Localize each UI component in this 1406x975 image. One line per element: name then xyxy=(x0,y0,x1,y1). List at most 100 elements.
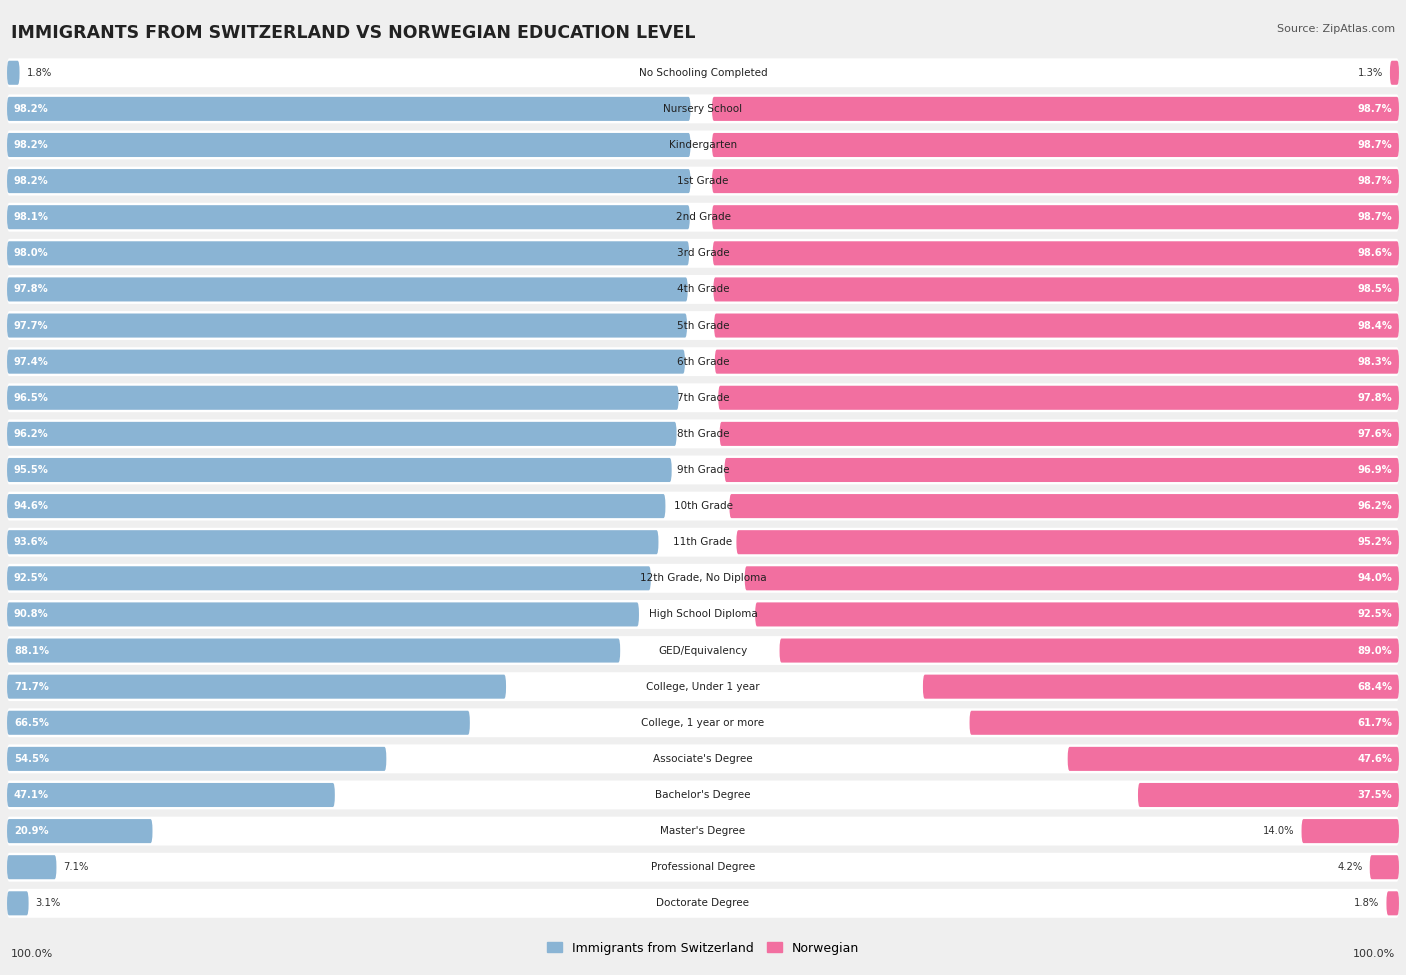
Text: 12th Grade, No Diploma: 12th Grade, No Diploma xyxy=(640,573,766,583)
FancyBboxPatch shape xyxy=(755,603,1399,627)
FancyBboxPatch shape xyxy=(7,708,1399,737)
FancyBboxPatch shape xyxy=(7,530,658,554)
Text: 93.6%: 93.6% xyxy=(14,537,49,547)
Text: 97.8%: 97.8% xyxy=(14,285,49,294)
FancyBboxPatch shape xyxy=(1067,747,1399,771)
Text: 98.0%: 98.0% xyxy=(14,249,49,258)
FancyBboxPatch shape xyxy=(970,711,1399,735)
Text: 95.2%: 95.2% xyxy=(1357,537,1392,547)
Text: 1.8%: 1.8% xyxy=(27,68,52,78)
FancyBboxPatch shape xyxy=(7,419,1399,448)
Text: 5th Grade: 5th Grade xyxy=(676,321,730,331)
FancyBboxPatch shape xyxy=(7,781,1399,809)
FancyBboxPatch shape xyxy=(711,97,1399,121)
Text: 98.7%: 98.7% xyxy=(1357,104,1392,114)
FancyBboxPatch shape xyxy=(7,494,665,518)
Text: 1.8%: 1.8% xyxy=(1354,898,1379,909)
Text: Bachelor's Degree: Bachelor's Degree xyxy=(655,790,751,799)
FancyBboxPatch shape xyxy=(7,891,28,916)
Text: Associate's Degree: Associate's Degree xyxy=(654,754,752,763)
Text: 10th Grade: 10th Grade xyxy=(673,501,733,511)
FancyBboxPatch shape xyxy=(7,60,20,85)
FancyBboxPatch shape xyxy=(7,97,690,121)
Text: Source: ZipAtlas.com: Source: ZipAtlas.com xyxy=(1277,24,1395,34)
FancyBboxPatch shape xyxy=(7,311,1399,340)
FancyBboxPatch shape xyxy=(737,530,1399,554)
Text: 9th Grade: 9th Grade xyxy=(676,465,730,475)
Text: 98.4%: 98.4% xyxy=(1357,321,1392,331)
Text: 14.0%: 14.0% xyxy=(1263,826,1295,837)
Text: 98.2%: 98.2% xyxy=(14,176,49,186)
Text: 4th Grade: 4th Grade xyxy=(676,285,730,294)
Text: 68.4%: 68.4% xyxy=(1357,682,1392,691)
FancyBboxPatch shape xyxy=(7,58,1399,87)
FancyBboxPatch shape xyxy=(7,205,690,229)
Text: 88.1%: 88.1% xyxy=(14,645,49,655)
Text: 3rd Grade: 3rd Grade xyxy=(676,249,730,258)
Text: 47.1%: 47.1% xyxy=(14,790,49,799)
FancyBboxPatch shape xyxy=(7,675,506,699)
FancyBboxPatch shape xyxy=(7,817,1399,845)
Text: 97.7%: 97.7% xyxy=(14,321,49,331)
Text: 98.2%: 98.2% xyxy=(14,140,49,150)
Text: College, Under 1 year: College, Under 1 year xyxy=(647,682,759,691)
Text: 97.4%: 97.4% xyxy=(14,357,49,367)
Legend: Immigrants from Switzerland, Norwegian: Immigrants from Switzerland, Norwegian xyxy=(547,942,859,955)
Text: 98.1%: 98.1% xyxy=(14,213,49,222)
Text: High School Diploma: High School Diploma xyxy=(648,609,758,619)
Text: 100.0%: 100.0% xyxy=(1353,949,1395,958)
FancyBboxPatch shape xyxy=(7,672,1399,701)
FancyBboxPatch shape xyxy=(7,853,1399,881)
Text: 97.8%: 97.8% xyxy=(1357,393,1392,403)
FancyBboxPatch shape xyxy=(7,491,1399,521)
FancyBboxPatch shape xyxy=(7,167,1399,196)
FancyBboxPatch shape xyxy=(7,639,620,663)
FancyBboxPatch shape xyxy=(718,386,1399,410)
Text: 89.0%: 89.0% xyxy=(1357,645,1392,655)
FancyBboxPatch shape xyxy=(1369,855,1399,879)
FancyBboxPatch shape xyxy=(922,675,1399,699)
FancyBboxPatch shape xyxy=(7,422,676,446)
Text: 98.7%: 98.7% xyxy=(1357,213,1392,222)
Text: Nursery School: Nursery School xyxy=(664,104,742,114)
Text: No Schooling Completed: No Schooling Completed xyxy=(638,68,768,78)
FancyBboxPatch shape xyxy=(7,386,679,410)
FancyBboxPatch shape xyxy=(7,95,1399,123)
FancyBboxPatch shape xyxy=(7,314,688,337)
Text: 8th Grade: 8th Grade xyxy=(676,429,730,439)
Text: College, 1 year or more: College, 1 year or more xyxy=(641,718,765,727)
FancyBboxPatch shape xyxy=(7,600,1399,629)
Text: 66.5%: 66.5% xyxy=(14,718,49,727)
FancyBboxPatch shape xyxy=(711,169,1399,193)
Text: 98.5%: 98.5% xyxy=(1357,285,1392,294)
FancyBboxPatch shape xyxy=(7,350,685,373)
FancyBboxPatch shape xyxy=(7,783,335,807)
Text: GED/Equivalency: GED/Equivalency xyxy=(658,645,748,655)
Text: 7th Grade: 7th Grade xyxy=(676,393,730,403)
Text: 95.5%: 95.5% xyxy=(14,465,49,475)
FancyBboxPatch shape xyxy=(7,458,672,482)
Text: 47.6%: 47.6% xyxy=(1357,754,1392,763)
FancyBboxPatch shape xyxy=(730,494,1399,518)
Text: 94.0%: 94.0% xyxy=(1357,573,1392,583)
FancyBboxPatch shape xyxy=(7,603,638,627)
FancyBboxPatch shape xyxy=(7,564,1399,593)
FancyBboxPatch shape xyxy=(713,241,1399,265)
FancyBboxPatch shape xyxy=(7,711,470,735)
Text: 92.5%: 92.5% xyxy=(14,573,49,583)
Text: 98.3%: 98.3% xyxy=(1357,357,1392,367)
Text: 1.3%: 1.3% xyxy=(1358,68,1384,78)
FancyBboxPatch shape xyxy=(7,889,1399,917)
Text: 98.2%: 98.2% xyxy=(14,104,49,114)
Text: 71.7%: 71.7% xyxy=(14,682,49,691)
FancyBboxPatch shape xyxy=(7,347,1399,376)
FancyBboxPatch shape xyxy=(7,131,1399,160)
Text: 11th Grade: 11th Grade xyxy=(673,537,733,547)
Text: 98.7%: 98.7% xyxy=(1357,176,1392,186)
Text: 94.6%: 94.6% xyxy=(14,501,49,511)
Text: 54.5%: 54.5% xyxy=(14,754,49,763)
FancyBboxPatch shape xyxy=(1391,60,1399,85)
FancyBboxPatch shape xyxy=(7,855,56,879)
FancyBboxPatch shape xyxy=(1302,819,1399,843)
Text: 96.9%: 96.9% xyxy=(1357,465,1392,475)
